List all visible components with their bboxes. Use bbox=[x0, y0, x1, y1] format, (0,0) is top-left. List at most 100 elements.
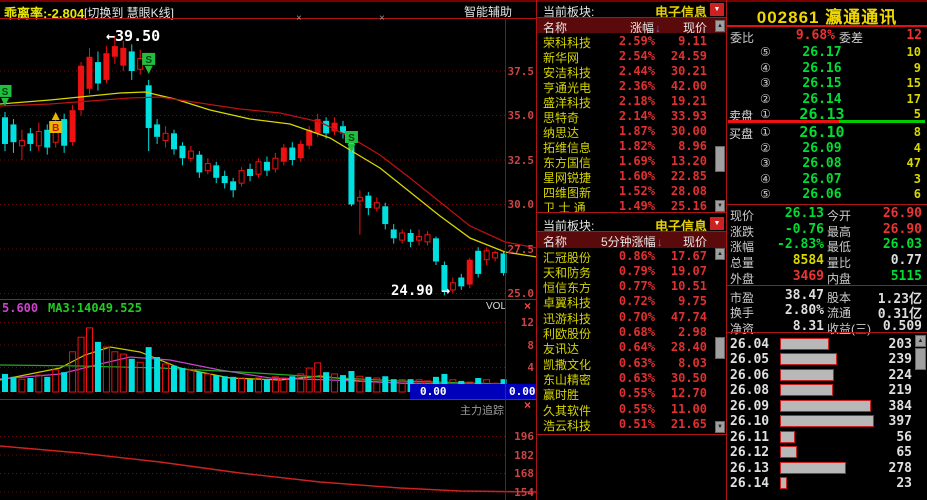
volume-ma2-label: 5.600 bbox=[2, 301, 39, 315]
board-selector-dropdown[interactable]: ▼ bbox=[710, 3, 724, 16]
stock-row[interactable]: 卓翼科技 0.72% 9.75 bbox=[537, 294, 715, 310]
stock-row[interactable]: 安洁科技 2.44% 30.21 bbox=[537, 64, 715, 80]
price-axis-tick: 35.0 bbox=[507, 109, 535, 122]
sort-down-icon: ↓ bbox=[655, 21, 662, 35]
level-qty: 4 bbox=[913, 140, 921, 155]
svg-text:S: S bbox=[2, 87, 9, 98]
order-book-row[interactable]: 卖盘 ① 26.13 5 bbox=[727, 105, 927, 123]
buy-strength-bar bbox=[839, 120, 925, 123]
field-label: 内盘 bbox=[827, 271, 852, 286]
level-icon: ② bbox=[760, 91, 771, 106]
stock-price: 21.65 bbox=[670, 416, 707, 431]
scrollbar-thumb[interactable] bbox=[715, 337, 725, 359]
stock-name: 四维图新 bbox=[543, 186, 592, 200]
trade-row[interactable]: 26.05 239 bbox=[727, 351, 927, 367]
stock-price: 30.00 bbox=[670, 124, 707, 138]
trade-price: 26.14 bbox=[730, 476, 770, 491]
stock-name: 浩云科技 bbox=[543, 418, 592, 433]
stock-price: 2.98 bbox=[678, 325, 707, 339]
stock-row[interactable]: 汇冠股份 0.86% 17.67 bbox=[537, 249, 715, 265]
field-value: 0.31亿 bbox=[877, 307, 922, 322]
board-name[interactable]: 电子信息 bbox=[654, 5, 707, 20]
order-book-row[interactable]: ④ 26.16 9 bbox=[727, 60, 927, 76]
stock-row[interactable]: 恒信东方 0.77% 10.51 bbox=[537, 279, 715, 295]
stock-change: 2.59% bbox=[618, 34, 655, 48]
stock-row[interactable]: 荣科科技 2.59% 9.11 bbox=[537, 34, 715, 50]
chart-header-underline bbox=[0, 18, 537, 19]
stock-change: 2.18% bbox=[618, 94, 655, 108]
scrollbar-up-button[interactable]: ▲ bbox=[915, 335, 926, 347]
trade-row[interactable]: 26.14 23 bbox=[727, 475, 927, 491]
candlestick-chart[interactable]: S B S S bbox=[0, 0, 537, 500]
stock-row[interactable]: 拓维信息 1.82% 8.96 bbox=[537, 139, 715, 155]
trade-row[interactable]: 26.13 278 bbox=[727, 460, 927, 476]
chart-column: 乖离率:-2.804 [切换到 慧眼K线] 智能辅助 S B S S × × ←39.… bbox=[0, 0, 537, 500]
stock-row[interactable]: 东方国信 1.69% 13.20 bbox=[537, 154, 715, 170]
scrollbar-up-button[interactable]: ▲ bbox=[715, 248, 725, 260]
stock-name: 东方国信 bbox=[543, 156, 592, 170]
stock-row[interactable]: 东山精密 0.63% 30.50 bbox=[537, 370, 715, 387]
scrollbar-thumb[interactable] bbox=[915, 348, 926, 370]
close-volume-pane-icon[interactable]: × bbox=[524, 299, 532, 313]
stock-row[interactable]: 利欧股份 0.68% 2.98 bbox=[537, 325, 715, 341]
price-axis-tick: 25.0 bbox=[507, 287, 535, 300]
level-price: 26.13 bbox=[799, 105, 845, 123]
level-icon: ① bbox=[760, 107, 771, 121]
svg-text:S: S bbox=[145, 55, 152, 66]
stock-row[interactable]: 凯撒文化 0.63% 8.03 bbox=[537, 356, 715, 372]
main-tracker-label: 主力追踪 bbox=[460, 405, 504, 417]
stock-row[interactable]: 新华网 2.54% 24.59 bbox=[537, 49, 715, 65]
stock-row[interactable]: 天和防务 0.79% 19.07 bbox=[537, 263, 715, 280]
scrollbar-down-button[interactable]: ▼ bbox=[715, 200, 725, 212]
stock-row[interactable]: 星网锐捷 1.60% 22.85 bbox=[537, 169, 715, 185]
trade-row[interactable]: 26.10 397 bbox=[727, 413, 927, 429]
stock-row[interactable]: 纳思达 1.87% 30.00 bbox=[537, 124, 715, 140]
order-book-row[interactable]: ② 26.14 17 bbox=[727, 91, 927, 107]
order-book-row[interactable]: ③ 26.15 15 bbox=[727, 75, 927, 91]
trade-row[interactable]: 26.04 203 bbox=[727, 336, 927, 352]
stock-row[interactable]: 亨通光电 2.36% 42.00 bbox=[537, 79, 715, 95]
stock-row[interactable]: 四维图新 1.52% 28.08 bbox=[537, 184, 715, 200]
stock-row[interactable]: 思特奇 2.14% 33.93 bbox=[537, 109, 715, 125]
order-book-row[interactable]: ⑤ 26.06 6 bbox=[727, 186, 927, 202]
trade-row[interactable]: 26.11 56 bbox=[727, 429, 927, 445]
order-book-row[interactable]: ⑤ 26.17 10 bbox=[727, 44, 927, 60]
stock-row[interactable]: 友讯达 0.64% 28.40 bbox=[537, 340, 715, 356]
stock-name: 凯撒文化 bbox=[543, 357, 592, 372]
field-label: 流通 bbox=[827, 306, 852, 320]
stock-row[interactable]: 盛洋科技 2.18% 19.21 bbox=[537, 94, 715, 110]
stock-change: 1.87% bbox=[618, 124, 655, 138]
vol-label: VOL bbox=[486, 301, 507, 312]
scrollbar-up-button[interactable]: ▲ bbox=[715, 20, 725, 32]
col-header-change[interactable]: 涨幅↓ bbox=[630, 21, 662, 35]
volume-axis-tick: 4 bbox=[527, 361, 534, 374]
order-book-row[interactable]: ② 26.09 4 bbox=[727, 140, 927, 156]
scrollbar-down-button[interactable]: ▼ bbox=[715, 421, 725, 433]
stock-row[interactable]: 迅游科技 0.70% 47.74 bbox=[537, 310, 715, 326]
stock-change: 0.63% bbox=[618, 370, 655, 385]
trade-row[interactable]: 26.08 219 bbox=[727, 382, 927, 398]
switch-kline-link[interactable]: [切换到 慧眼K线] bbox=[84, 6, 175, 20]
stock-change: 1.52% bbox=[618, 184, 655, 198]
order-book-row[interactable]: ③ 26.08 47 bbox=[727, 155, 927, 171]
stock-row[interactable]: 久其软件 0.55% 11.00 bbox=[537, 402, 715, 418]
trade-row[interactable]: 26.06 224 bbox=[727, 367, 927, 383]
board-selector-dropdown[interactable]: ▼ bbox=[710, 217, 724, 230]
stock-row[interactable]: 赢时胜 0.55% 12.70 bbox=[537, 386, 715, 402]
stock-change: 2.44% bbox=[618, 64, 655, 78]
trade-row[interactable]: 26.09 384 bbox=[727, 398, 927, 414]
field-value: 26.03 bbox=[882, 237, 922, 252]
level-price: 26.09 bbox=[802, 140, 842, 156]
stock-row[interactable]: 卫 士 通 1.49% 25.16 bbox=[537, 199, 715, 215]
scrollbar-thumb[interactable] bbox=[715, 146, 725, 172]
stock-change: 0.79% bbox=[618, 263, 655, 278]
trade-row[interactable]: 26.12 65 bbox=[727, 444, 927, 460]
order-book-row[interactable]: ④ 26.07 3 bbox=[727, 171, 927, 187]
trade-volume-bar bbox=[780, 430, 795, 443]
close-tracker-pane-icon[interactable]: × bbox=[524, 398, 532, 412]
trade-price: 26.05 bbox=[730, 352, 770, 367]
stock-row[interactable]: 浩云科技 0.51% 21.65 bbox=[537, 416, 715, 433]
order-book-row[interactable]: 买盘 ① 26.10 8 bbox=[727, 123, 927, 141]
board-name[interactable]: 电子信息 bbox=[654, 219, 707, 234]
col-header-change[interactable]: 5分钟涨幅↓ bbox=[601, 235, 663, 249]
